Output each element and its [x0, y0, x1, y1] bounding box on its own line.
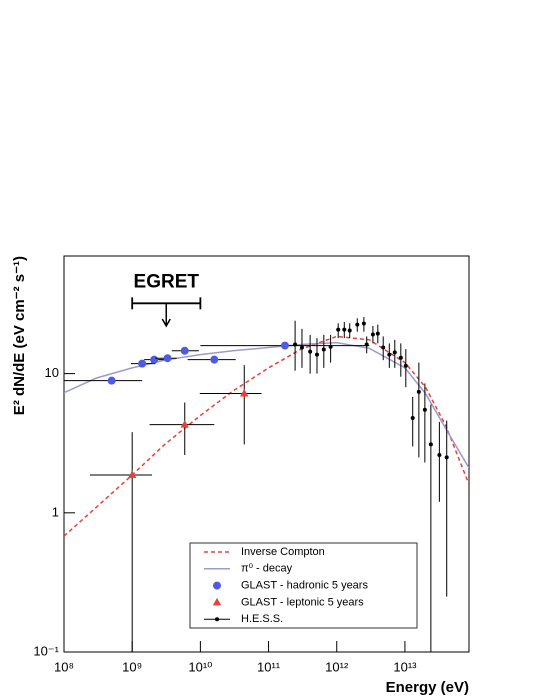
point — [355, 322, 360, 327]
point — [314, 352, 319, 357]
point — [375, 331, 380, 336]
legend-label: H.E.S.S. — [241, 613, 283, 625]
x-tick-label: 10¹² — [325, 659, 349, 674]
point — [210, 355, 219, 364]
legend-box — [189, 542, 418, 629]
plot-area — [64, 317, 469, 652]
plot-frame — [63, 255, 470, 653]
point — [416, 389, 421, 394]
point — [347, 328, 352, 333]
point — [127, 470, 137, 478]
legend-label: GLAST - hadronic 5 years — [241, 580, 368, 592]
point — [342, 327, 347, 332]
point — [437, 453, 442, 458]
point — [280, 341, 289, 350]
point — [336, 327, 341, 332]
point — [403, 363, 408, 368]
x-tick-label: 10¹¹ — [257, 659, 281, 674]
x-tick-label: 10¹⁰ — [188, 659, 212, 674]
point — [299, 345, 304, 350]
x-tick-label: 10⁹ — [122, 659, 142, 674]
x-axis-title: Energy (eV) — [386, 679, 469, 696]
point — [293, 342, 298, 347]
annotation-arrow — [161, 303, 171, 328]
x-tick-label: 10¹³ — [393, 659, 417, 674]
point — [392, 350, 397, 355]
point — [410, 415, 415, 420]
curve — [64, 341, 469, 469]
point — [321, 347, 326, 352]
point — [428, 442, 433, 447]
point — [422, 407, 427, 412]
point — [398, 355, 403, 360]
legend-marker — [215, 617, 219, 622]
legend-label: GLAST - leptonic 5 years — [241, 596, 364, 608]
legend-label: π⁰ - decay — [241, 563, 293, 575]
y-tick-label: 10⁻¹ — [33, 643, 59, 658]
point — [240, 388, 249, 397]
point — [328, 344, 333, 349]
y-axis-title: E² dN/dE (eV cm⁻² s⁻¹) — [11, 256, 28, 415]
point — [138, 359, 147, 368]
point — [308, 349, 313, 354]
point — [370, 332, 375, 337]
legend-marker — [213, 581, 221, 590]
legend-label: Inverse Compton — [241, 546, 325, 558]
point — [364, 342, 369, 347]
annotation-label: EGRET — [134, 271, 200, 292]
point — [107, 376, 116, 385]
point — [387, 352, 392, 357]
point — [444, 455, 449, 460]
x-tick-label: 10⁸ — [54, 659, 74, 674]
point — [180, 420, 189, 428]
point — [163, 354, 172, 363]
point — [180, 346, 189, 355]
point — [361, 321, 366, 326]
point — [381, 345, 386, 350]
legend-marker — [212, 597, 222, 606]
point — [150, 355, 159, 364]
curve — [64, 335, 469, 537]
y-tick-label: 10 — [45, 365, 59, 380]
y-tick-label: 1 — [52, 504, 59, 519]
